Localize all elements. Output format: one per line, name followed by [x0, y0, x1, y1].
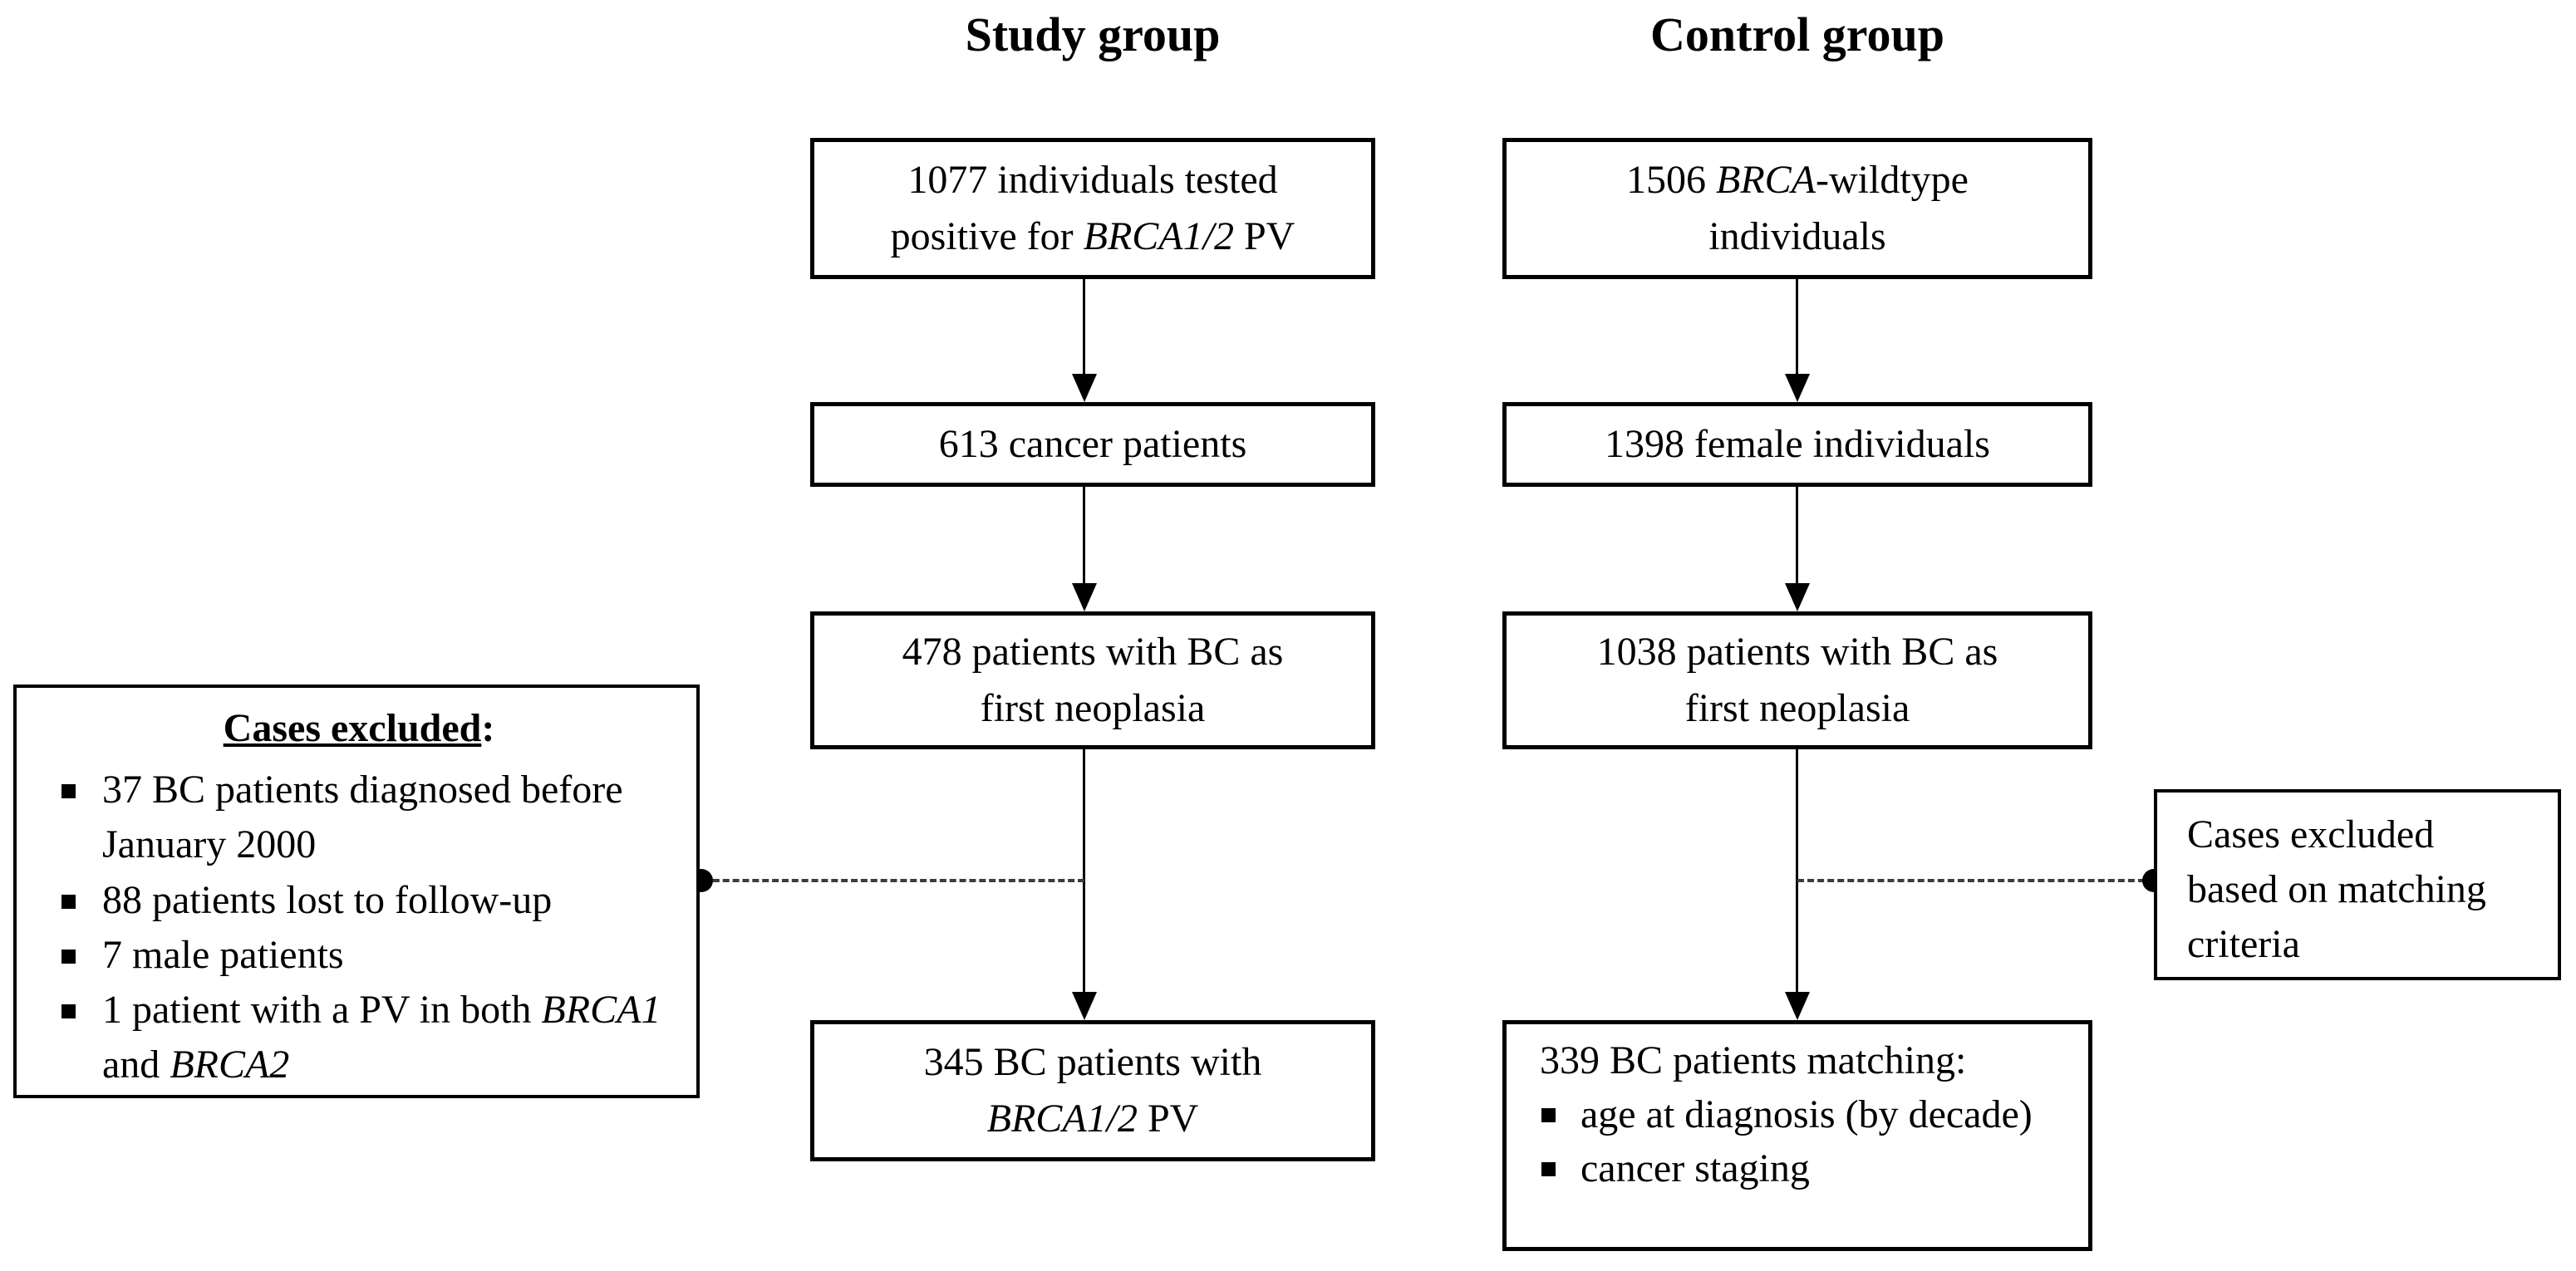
arrow-down-icon — [1785, 583, 1810, 611]
study-box-1-line-2-suffix: PV — [1233, 214, 1295, 258]
matching-criterion-staging: cancer staging — [1581, 1146, 1810, 1190]
list-item: cancer staging — [1540, 1142, 2068, 1196]
gene-name-brca2: BRCA2 — [170, 1043, 290, 1087]
arrow-line — [1796, 749, 1798, 992]
excluded-item-male-patients: 7 male patients — [102, 932, 344, 977]
study-box-3-line-2: first neoplasia — [980, 686, 1206, 730]
cases-excluded-title-colon: : — [481, 706, 495, 750]
excluded-item-pv-both-genes: 1 patient with a PV in both BRCA1 and BR… — [102, 983, 676, 1092]
control-box-3-line-1: 1038 patients with BC as — [1596, 629, 1998, 674]
study-box-final: 345 BC patients with BRCA1/2 PV — [810, 1020, 1375, 1161]
bullet-square-icon — [61, 894, 76, 909]
study-box-1-line-1: 1077 individuals tested — [907, 157, 1278, 202]
cases-excluded-title-text: Cases excluded — [223, 706, 482, 750]
dashed-connector-left — [703, 879, 1084, 882]
study-box-1-line-2: positive for BRCA1/2 PV — [891, 209, 1295, 265]
bullet-square-icon — [1541, 1161, 1556, 1176]
excluded-item-4-text: 1 patient with a PV in both — [102, 988, 542, 1033]
arrow-line — [1083, 487, 1085, 583]
arrow-line — [1796, 487, 1798, 583]
control-box-3-line-2: first neoplasia — [1684, 686, 1910, 730]
arrow-line — [1083, 749, 1085, 992]
dashed-connector-right — [1797, 879, 2155, 882]
study-box-2-line-1: 613 cancer patients — [938, 421, 1247, 466]
list-item: 88 patients lost to follow-up — [58, 873, 676, 928]
list-item: 37 BC patients diagnosed before January … — [58, 763, 676, 872]
bullet-square-icon — [61, 949, 76, 964]
study-box-1-line-2-text: positive for — [890, 214, 1084, 258]
bullet-square-icon — [61, 1004, 76, 1019]
arrow-down-icon — [1072, 583, 1097, 611]
gene-name-brca1: BRCA1 — [541, 988, 661, 1033]
control-box-1-line-1: 1506 BRCA-wildtype — [1626, 152, 1969, 209]
cases-excluded-box-control: Cases excluded based on matching criteri… — [2154, 789, 2561, 980]
list-item: 7 male patients — [58, 928, 676, 983]
control-box-female: 1398 female individuals — [1502, 402, 2092, 487]
study-box-1-gene-name: BRCA1/2 — [1083, 214, 1234, 258]
study-box-4-line-2-suffix: PV — [1137, 1097, 1199, 1141]
study-group-header: Study group — [965, 7, 1221, 61]
bullet-square-icon — [61, 784, 76, 799]
matching-criterion-age: age at diagnosis (by decade) — [1581, 1092, 2033, 1136]
study-box-cancer-patients: 613 cancer patients — [810, 402, 1375, 487]
control-box-1-gene-name: BRCA — [1716, 157, 1816, 202]
list-item: 1 patient with a PV in both BRCA1 and BR… — [58, 983, 676, 1092]
control-box-2-line-1: 1398 female individuals — [1605, 421, 1990, 466]
excluded-item-4-and: and — [102, 1043, 170, 1087]
cases-excluded-box-study: Cases excluded: 37 BC patients diagnosed… — [13, 685, 700, 1098]
study-box-4-line-2: BRCA1/2 PV — [987, 1091, 1199, 1147]
control-box-4-title: 339 BC patients matching: — [1540, 1038, 1967, 1082]
list-item: age at diagnosis (by decade) — [1540, 1088, 2068, 1142]
bullet-square-icon — [1541, 1107, 1556, 1122]
arrow-down-icon — [1785, 374, 1810, 402]
study-box-4-line-1: 345 BC patients with — [923, 1039, 1262, 1084]
cases-excluded-title: Cases excluded: — [42, 701, 676, 756]
control-box-1-count: 1506 — [1626, 157, 1717, 202]
arrow-down-icon — [1072, 992, 1097, 1020]
arrow-down-icon — [1072, 374, 1097, 402]
study-box-bc-first-neoplasia: 478 patients with BC as first neoplasia — [810, 611, 1375, 749]
control-box-matching: 339 BC patients matching: age at diagnos… — [1502, 1020, 2092, 1251]
study-box-3-line-1: 478 patients with BC as — [902, 629, 1284, 674]
excluded-item-diagnosed-before-2000: 37 BC patients diagnosed before January … — [102, 768, 623, 867]
study-box-tested-positive: 1077 individuals tested positive for BRC… — [810, 138, 1375, 279]
control-box-bc-first-neoplasia: 1038 patients with BC as first neoplasia — [1502, 611, 2092, 749]
control-box-1-line-2: individuals — [1708, 214, 1886, 258]
arrow-line — [1796, 279, 1798, 374]
control-box-wildtype: 1506 BRCA-wildtype individuals — [1502, 138, 2092, 279]
control-group-header: Control group — [1650, 7, 1944, 61]
cases-excluded-matching-text: Cases excluded based on matching criteri… — [2187, 812, 2486, 967]
arrow-down-icon — [1785, 992, 1810, 1020]
excluded-item-lost-followup: 88 patients lost to follow-up — [102, 877, 553, 922]
study-box-4-gene-name: BRCA1/2 — [986, 1097, 1138, 1141]
arrow-line — [1083, 279, 1085, 374]
control-box-1-suffix: -wildtype — [1816, 157, 1969, 202]
